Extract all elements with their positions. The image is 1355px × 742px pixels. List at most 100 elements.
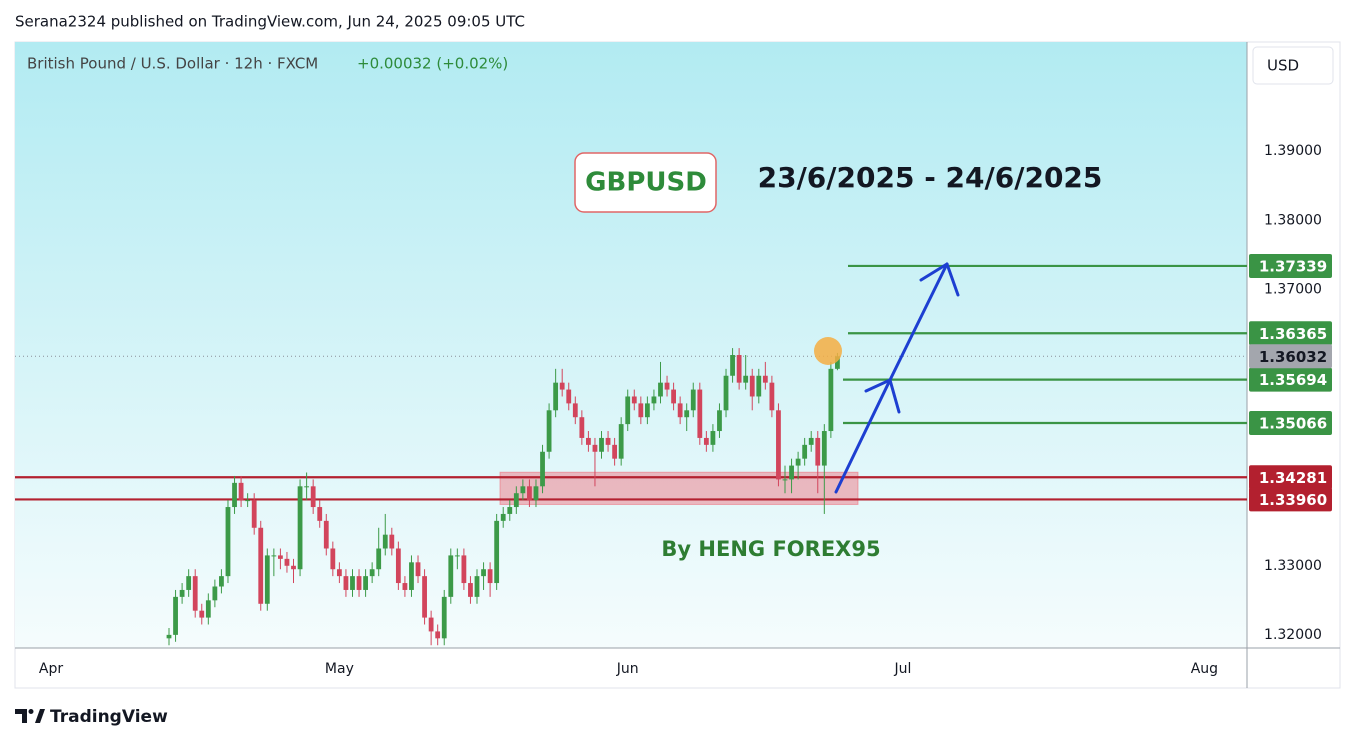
candle-body [369,569,375,577]
candle-body [245,500,251,502]
plot-area [15,42,1247,648]
x-tick-label: Apr [39,661,63,677]
symbol-title: British Pound / U.S. Dollar · 12h · FXCM [27,55,318,73]
candle-body [572,403,578,418]
candle-body [795,458,801,466]
candle-body [343,576,349,590]
candle-body [166,634,172,639]
candle-body [284,558,290,566]
last-price-bg [1249,344,1332,369]
brand-logo [15,709,45,723]
candle-body [743,375,749,383]
level-label-bg [1249,411,1332,436]
candle-body [618,424,624,459]
candle-body [821,431,827,466]
y-tick-label: 1.32000 [1264,627,1322,643]
y-tick-label: 1.38000 [1264,212,1322,228]
candle-body [631,396,637,404]
candle-body [402,583,408,590]
candle-body [703,437,709,445]
candle-body [461,555,467,584]
candle-body [802,444,808,459]
level-label: 1.34281 [1259,469,1327,487]
symbol-annotation: GBPUSD [585,168,707,198]
candle-body [671,389,676,404]
candle-body [815,437,821,466]
candle-body [540,451,545,487]
candle-body [363,576,368,590]
candle-body [389,534,395,549]
candle-body [291,565,296,570]
candle-body [782,479,788,481]
publisher: Serana2324 published on TradingView.com,… [15,13,525,31]
candle-body [356,576,362,590]
candle-body [599,437,604,452]
level-label-bg [1249,465,1332,490]
currency-button[interactable] [1252,46,1334,85]
candle-body [697,389,703,438]
candle-body [278,555,283,559]
level-label-bg [1249,253,1332,278]
candle-body [258,527,264,604]
level-label: 1.35694 [1259,371,1327,389]
arrow-head [919,262,960,297]
level-label-bg [1249,367,1332,392]
candle-body [664,382,670,390]
symbol-box [574,152,717,213]
candle-body [212,586,218,601]
candle-body [317,507,323,521]
candle-body [435,631,441,639]
candle-body [789,465,794,480]
candle-body [232,482,237,508]
candle-body [192,576,198,611]
candle-body [835,356,840,369]
candle-body [336,569,342,577]
y-tick-label: 1.37000 [1264,281,1322,297]
candle-body [513,493,519,508]
candle-body [769,382,775,411]
candle-body [776,410,781,480]
candle-body [651,396,657,404]
candle-body [677,403,683,418]
candle-body [625,396,631,425]
candle-body [238,482,244,501]
x-tick-label: Jul [894,661,912,677]
candle-body [500,513,506,521]
candle-body [487,569,493,584]
candle-body [658,382,663,397]
candle-body [644,403,650,418]
candle-body [304,486,310,488]
candle-body [612,444,618,459]
candle-body [199,610,205,618]
level-label: 1.37339 [1259,257,1327,275]
candle-body [481,569,486,577]
level-label: 1.36365 [1259,325,1327,343]
candle-body [468,583,473,597]
candle-body [736,355,742,383]
candle-body [395,548,401,584]
candle-body [586,437,591,445]
candle-body [186,576,192,590]
candle-body [474,576,480,597]
author-annotation: By HENG FOREX95 [661,537,880,561]
x-tick-label: Jun [616,661,639,677]
candle-body [382,534,388,549]
candle-body [527,486,532,501]
candle-body [756,375,762,397]
candle-body [559,382,565,390]
candle-body [323,520,329,549]
candle-body [730,355,735,376]
candle-body [205,600,211,618]
candle-body [271,555,277,557]
candle-body [710,431,716,445]
currency-label[interactable]: USD [1267,57,1299,75]
candle-body [579,417,585,438]
candle-body [533,486,539,501]
candle-body [422,576,427,618]
forecast-arrow [834,378,892,494]
candle-body [310,486,316,508]
candle-body [251,500,257,528]
y-tick-label: 1.39000 [1264,143,1322,159]
candle-body [219,576,224,587]
